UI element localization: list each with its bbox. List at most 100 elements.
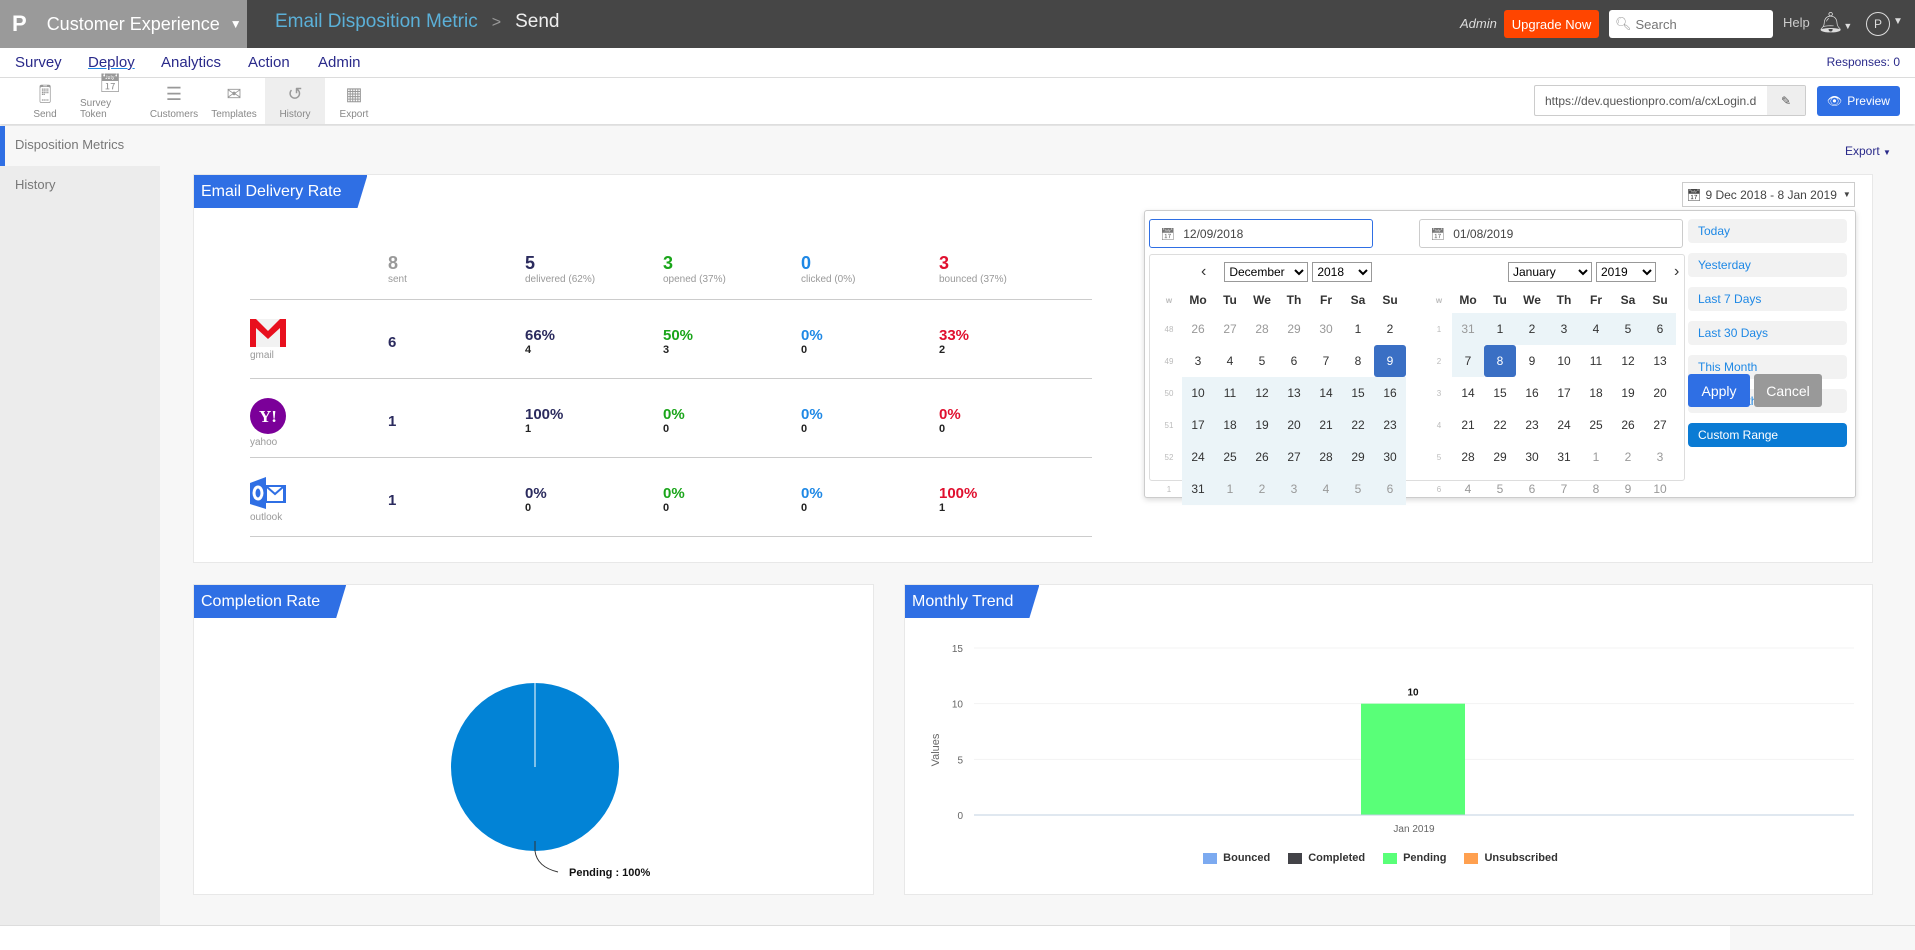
start-date-input[interactable]: 📅︎ 12/09/2018 xyxy=(1149,219,1373,248)
calendar-day[interactable]: 27 xyxy=(1653,418,1667,432)
bar-pending[interactable] xyxy=(1361,703,1465,815)
toolbar-history[interactable]: ↺ History xyxy=(265,78,325,124)
calendar-day[interactable]: 30 xyxy=(1374,441,1406,473)
calendar-day[interactable]: 7 xyxy=(1322,354,1330,368)
range-last-7-days[interactable]: Last 7 Days xyxy=(1688,287,1847,311)
calendar-day[interactable]: 27 xyxy=(1223,322,1237,336)
product-switcher[interactable]: P Customer Experience ▼ xyxy=(0,0,247,48)
calendar-day[interactable]: 13 xyxy=(1653,354,1667,368)
calendar-day[interactable]: 24 xyxy=(1182,441,1214,473)
calendar-day[interactable]: 21 xyxy=(1310,409,1342,441)
calendar-day[interactable]: 9 xyxy=(1374,345,1406,377)
tab-admin[interactable]: Admin xyxy=(318,54,361,71)
calendar-day[interactable]: 23 xyxy=(1525,418,1539,432)
responses-count[interactable]: Responses: 0 xyxy=(1826,55,1900,69)
calendar-day[interactable]: 26 xyxy=(1621,418,1635,432)
range-today[interactable]: Today xyxy=(1688,219,1847,243)
calendar-day[interactable]: 15 xyxy=(1342,377,1374,409)
calendar-day[interactable]: 26 xyxy=(1246,441,1278,473)
legend-item-pending[interactable]: Pending xyxy=(1383,852,1446,864)
calendar-day[interactable]: 17 xyxy=(1557,386,1571,400)
calendar-day[interactable]: 13 xyxy=(1278,377,1310,409)
calendar-day[interactable]: 16 xyxy=(1374,377,1406,409)
calendar-day[interactable]: 31 xyxy=(1557,450,1571,464)
calendar-day[interactable]: 8 xyxy=(1484,345,1516,377)
cancel-button[interactable]: Cancel xyxy=(1754,374,1822,407)
calendar-day[interactable]: 17 xyxy=(1182,409,1214,441)
toolbar-templates[interactable]: ✉ Templates xyxy=(204,78,264,124)
calendar-day[interactable]: 21 xyxy=(1461,418,1475,432)
next-month-icon[interactable]: › xyxy=(1674,263,1680,280)
calendar-day[interactable]: 22 xyxy=(1493,418,1507,432)
range-custom-range[interactable]: Custom Range xyxy=(1688,423,1847,447)
calendar-day[interactable]: 1 xyxy=(1592,450,1600,464)
calendar-day[interactable]: 28 xyxy=(1255,322,1269,336)
date-range-button[interactable]: 📅︎ 9 Dec 2018 - 8 Jan 2019 ▼ xyxy=(1682,182,1855,207)
legend-item-unsubscribed[interactable]: Unsubscribed xyxy=(1464,852,1558,864)
calendar-day[interactable]: 25 xyxy=(1589,418,1603,432)
year-select[interactable]: 2018 xyxy=(1312,262,1373,282)
calendar-day[interactable]: 5 xyxy=(1612,313,1644,345)
calendar-day[interactable]: 2 xyxy=(1386,322,1394,336)
calendar-day[interactable]: 11 xyxy=(1214,377,1246,409)
calendar-day[interactable]: 3 xyxy=(1656,450,1664,464)
calendar-day[interactable]: 19 xyxy=(1246,409,1278,441)
sidebar-item-history[interactable]: History xyxy=(15,177,56,192)
calendar-day[interactable]: 3 xyxy=(1278,473,1310,505)
legend-item-bounced[interactable]: Bounced xyxy=(1203,852,1270,864)
calendar-day[interactable]: 10 xyxy=(1557,354,1571,368)
calendar-day[interactable]: 4 xyxy=(1226,354,1234,368)
calendar-day[interactable]: 6 xyxy=(1528,482,1536,496)
year-select[interactable]: 2019 xyxy=(1596,262,1656,282)
calendar-day[interactable]: 2 xyxy=(1246,473,1278,505)
sidebar-item-label[interactable]: Disposition Metrics xyxy=(15,137,125,152)
calendar-day[interactable]: 5 xyxy=(1258,354,1266,368)
range-yesterday[interactable]: Yesterday xyxy=(1688,253,1847,277)
month-select[interactable]: January xyxy=(1508,262,1592,282)
calendar-day[interactable]: 15 xyxy=(1493,386,1507,400)
calendar-day[interactable]: 23 xyxy=(1374,409,1406,441)
calendar-day[interactable]: 28 xyxy=(1310,441,1342,473)
calendar-day[interactable]: 26 xyxy=(1191,322,1205,336)
calendar-day[interactable]: 10 xyxy=(1653,482,1667,496)
calendar-day[interactable]: 19 xyxy=(1621,386,1635,400)
calendar-day[interactable]: 8 xyxy=(1592,482,1600,496)
calendar-day[interactable]: 22 xyxy=(1342,409,1374,441)
calendar-day[interactable]: 6 xyxy=(1644,313,1676,345)
calendar-day[interactable]: 16 xyxy=(1525,386,1539,400)
bell-icon[interactable]: 🔔︎▼ xyxy=(1818,12,1853,34)
calendar-day[interactable]: 9 xyxy=(1528,354,1536,368)
calendar-day[interactable]: 3 xyxy=(1194,354,1202,368)
month-select[interactable]: December xyxy=(1224,262,1309,282)
calendar-day[interactable]: 8 xyxy=(1354,354,1362,368)
search-input[interactable] xyxy=(1635,16,1766,32)
tab-action[interactable]: Action xyxy=(248,54,290,71)
calendar-day[interactable]: 11 xyxy=(1589,354,1603,368)
toolbar-export[interactable]: ▦ Export xyxy=(324,78,384,124)
tab-analytics[interactable]: Analytics xyxy=(161,54,222,71)
calendar-day[interactable]: 29 xyxy=(1342,441,1374,473)
calendar-day[interactable]: 5 xyxy=(1496,482,1504,496)
calendar-day[interactable]: 6 xyxy=(1290,354,1298,368)
end-date-input[interactable]: 📅︎ 01/08/2019 xyxy=(1419,219,1683,248)
breadcrumb-survey[interactable]: Email Disposition Metric xyxy=(275,11,478,32)
calendar-day[interactable]: 1 xyxy=(1354,322,1362,336)
avatar[interactable]: P xyxy=(1866,12,1890,36)
calendar-day[interactable]: 4 xyxy=(1310,473,1342,505)
calendar-day[interactable]: 20 xyxy=(1653,386,1667,400)
calendar-day[interactable]: 20 xyxy=(1278,409,1310,441)
toolbar-customers[interactable]: ☰ Customers xyxy=(144,78,204,124)
tab-survey[interactable]: Survey xyxy=(15,54,62,71)
calendar-day[interactable]: 12 xyxy=(1621,354,1635,368)
range-last-30-days[interactable]: Last 30 Days xyxy=(1688,321,1847,345)
calendar-day[interactable]: 29 xyxy=(1493,450,1507,464)
calendar-day[interactable]: 2 xyxy=(1624,450,1632,464)
calendar-day[interactable]: 30 xyxy=(1319,322,1333,336)
calendar-day[interactable]: 4 xyxy=(1580,313,1612,345)
calendar-day[interactable]: 27 xyxy=(1278,441,1310,473)
calendar-day[interactable]: 31 xyxy=(1182,473,1214,505)
help-link[interactable]: Help xyxy=(1783,15,1810,30)
survey-url[interactable]: https://dev.questionpro.com/a/cxLogin.d xyxy=(1545,93,1757,108)
search-box[interactable]: 🔍︎ xyxy=(1609,10,1773,38)
toolbar-survey-token[interactable]: 📅︎ Survey Token xyxy=(80,73,140,124)
